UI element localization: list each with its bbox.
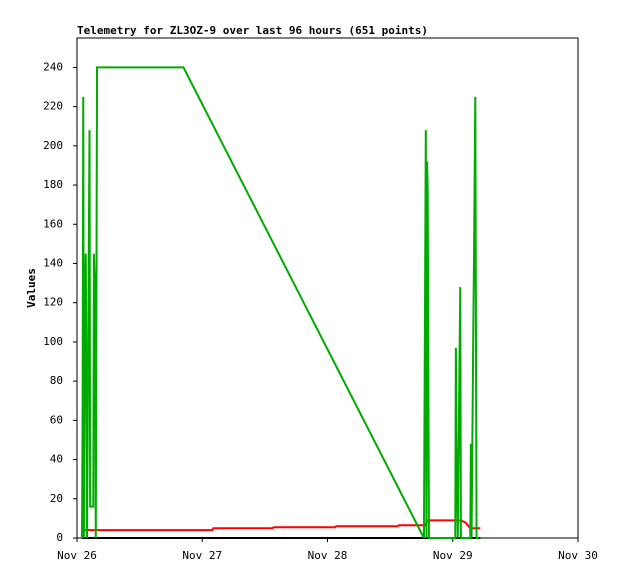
- x-tick-label: Nov 30: [558, 549, 598, 562]
- series-line: [82, 519, 481, 532]
- y-tick-label: 200: [43, 139, 63, 152]
- y-tick-label: 20: [50, 492, 63, 505]
- x-tick-label: Nov 29: [433, 549, 473, 562]
- y-axis-label: Values: [25, 268, 38, 308]
- chart-title: Telemetry for ZL3OZ-9 over last 96 hours…: [77, 24, 428, 37]
- y-tick-label: 220: [43, 100, 63, 113]
- y-tick-label: 0: [56, 531, 63, 544]
- series-line: [81, 66, 480, 539]
- x-tick-label: Nov 28: [308, 549, 348, 562]
- y-tick-label: 80: [50, 374, 63, 387]
- x-tick-label: Nov 26: [57, 549, 97, 562]
- y-tick-label: 40: [50, 453, 63, 466]
- plot-frame: [76, 37, 579, 539]
- y-tick-label: 100: [43, 335, 63, 348]
- y-tick-label: 160: [43, 217, 63, 230]
- x-tick-label: Nov 27: [182, 549, 222, 562]
- y-tick-label: 140: [43, 256, 63, 269]
- y-tick-label: 60: [50, 413, 63, 426]
- y-tick-label: 180: [43, 178, 63, 191]
- y-tick-label: 240: [43, 60, 63, 73]
- y-tick-label: 120: [43, 296, 63, 309]
